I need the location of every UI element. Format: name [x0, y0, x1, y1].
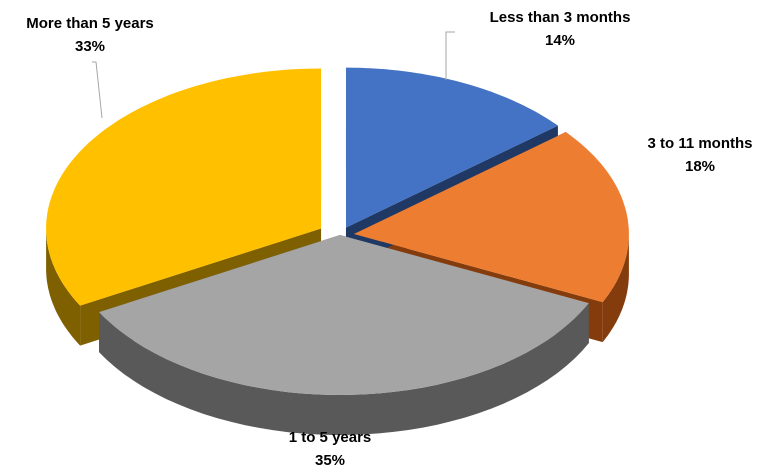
leader-lines	[92, 31, 455, 119]
slice-label-3-to-11-months: 3 to 11 months	[647, 135, 752, 152]
slice-label-more-than-5-years: More than 5 years	[26, 15, 154, 32]
slice-value-1-to-5-years: 35%	[315, 452, 345, 468]
slice-1-to-5-years	[99, 235, 589, 395]
slice-value-3-to-11-months: 18%	[685, 158, 715, 175]
slice-less-than-3-months	[346, 67, 558, 228]
leader-line-less-than-3-months	[445, 31, 455, 80]
slice-3-to-11-months	[353, 132, 629, 303]
slice-more-than-5-years	[46, 68, 322, 306]
slice-label-less-than-3-months: Less than 3 months	[490, 9, 631, 26]
pie-tops	[46, 67, 629, 395]
slice-side-more-than-5-years	[46, 228, 81, 346]
data-labels: Less than 3 months 14% 3 to 11 months 18% 1 …	[26, 9, 752, 468]
slice-value-more-than-5-years: 33%	[75, 38, 105, 55]
slice-side-1-to-5-years	[99, 303, 589, 435]
slice-label-1-to-5-years: 1 to 5 years	[289, 429, 372, 446]
leader-line-more-than-5-years	[92, 61, 103, 119]
slice-value-less-than-3-months: 14%	[545, 32, 575, 49]
slice-side-3-to-11-months	[602, 234, 629, 343]
